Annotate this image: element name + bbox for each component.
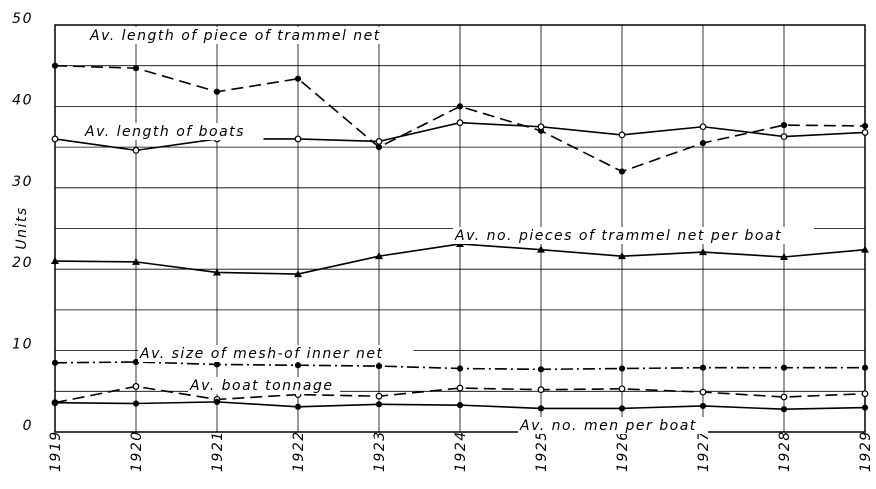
marker: [213, 361, 221, 368]
marker: [51, 399, 59, 406]
label-bg: [518, 417, 708, 434]
series-label: Av. size of mesh-of inner net: [139, 346, 384, 362]
x-tick-label: 1919: [48, 430, 64, 472]
marker: [780, 364, 788, 371]
marker: [537, 386, 545, 394]
marker: [618, 365, 626, 372]
marker: [132, 146, 140, 154]
marker: [375, 144, 383, 151]
y-tick-label: 0: [23, 418, 33, 434]
series-line: [54, 385, 866, 404]
marker: [861, 129, 869, 136]
marker: [699, 248, 707, 256]
series-label: Av. length of boats: [84, 124, 245, 140]
marker: [51, 135, 59, 143]
marker: [861, 364, 869, 371]
marker: [132, 358, 140, 366]
marker: [132, 257, 140, 265]
series-label: Av. no. men per boat: [519, 418, 697, 434]
marker: [537, 366, 545, 373]
y-axis-label: Units: [14, 206, 30, 249]
marker: [780, 406, 788, 413]
x-tick-label: 1927: [696, 430, 712, 472]
marker: [456, 119, 464, 127]
series-label: Av. boat tonnage: [189, 378, 333, 394]
series-label: Av. length of piece of trammel net: [89, 28, 381, 44]
marker: [294, 135, 302, 143]
marker: [537, 123, 545, 131]
marker: [294, 75, 302, 82]
marker: [618, 405, 626, 412]
marker: [294, 270, 302, 278]
marker: [132, 383, 140, 390]
marker: [213, 88, 221, 95]
marker: [132, 65, 140, 72]
x-tick-label: 1922: [291, 430, 307, 472]
marker: [780, 133, 788, 140]
x-tick-label: 1929: [858, 430, 874, 472]
x-tick-label: 1925: [534, 430, 550, 472]
x-tick-label: 1923: [372, 430, 388, 472]
marker: [537, 405, 545, 412]
marker: [780, 393, 788, 401]
marker: [375, 362, 383, 370]
y-tick-label: 30: [12, 174, 33, 190]
marker: [213, 398, 221, 405]
marker: [375, 138, 383, 145]
marker: [375, 401, 383, 408]
label-bg: [453, 227, 814, 244]
marker: [51, 359, 59, 366]
series-label: Av. no. pieces of trammel net per boat: [454, 228, 782, 244]
marker: [861, 404, 869, 411]
marker: [294, 403, 302, 410]
marker: [699, 388, 707, 396]
label-bg: [88, 27, 411, 44]
marker: [51, 62, 59, 69]
marker: [456, 365, 464, 372]
marker: [456, 402, 464, 409]
marker: [618, 385, 626, 393]
x-tick-label: 1921: [210, 430, 226, 472]
marker: [861, 122, 869, 130]
marker: [618, 168, 626, 175]
marker: [456, 103, 464, 110]
marker: [699, 402, 707, 410]
marker: [699, 364, 707, 371]
marker: [618, 252, 626, 260]
marker: [780, 252, 788, 260]
marker: [132, 400, 140, 407]
y-tick-label: 20: [12, 255, 33, 271]
marker: [375, 392, 383, 400]
marker: [861, 245, 869, 253]
series-line: [54, 64, 866, 173]
x-tick-label: 1924: [453, 430, 469, 472]
label-bg: [188, 377, 340, 394]
y-tick-label: 40: [12, 92, 33, 108]
x-tick-label: 1926: [615, 430, 631, 472]
marker: [699, 139, 707, 147]
marker: [861, 390, 869, 398]
marker: [375, 252, 383, 260]
x-tick-label: 1928: [777, 430, 793, 472]
label-bg: [138, 345, 414, 362]
label-bg: [83, 123, 264, 140]
marker: [213, 268, 221, 276]
marker: [618, 131, 626, 139]
marker: [51, 257, 59, 265]
marker: [456, 384, 464, 392]
x-tick-label: 1920: [129, 430, 145, 472]
marker: [294, 362, 302, 369]
y-tick-label: 10: [12, 337, 33, 353]
y-tick-label: 50: [12, 11, 33, 27]
marker: [699, 123, 707, 131]
marker: [780, 122, 788, 129]
marker: [537, 245, 545, 253]
